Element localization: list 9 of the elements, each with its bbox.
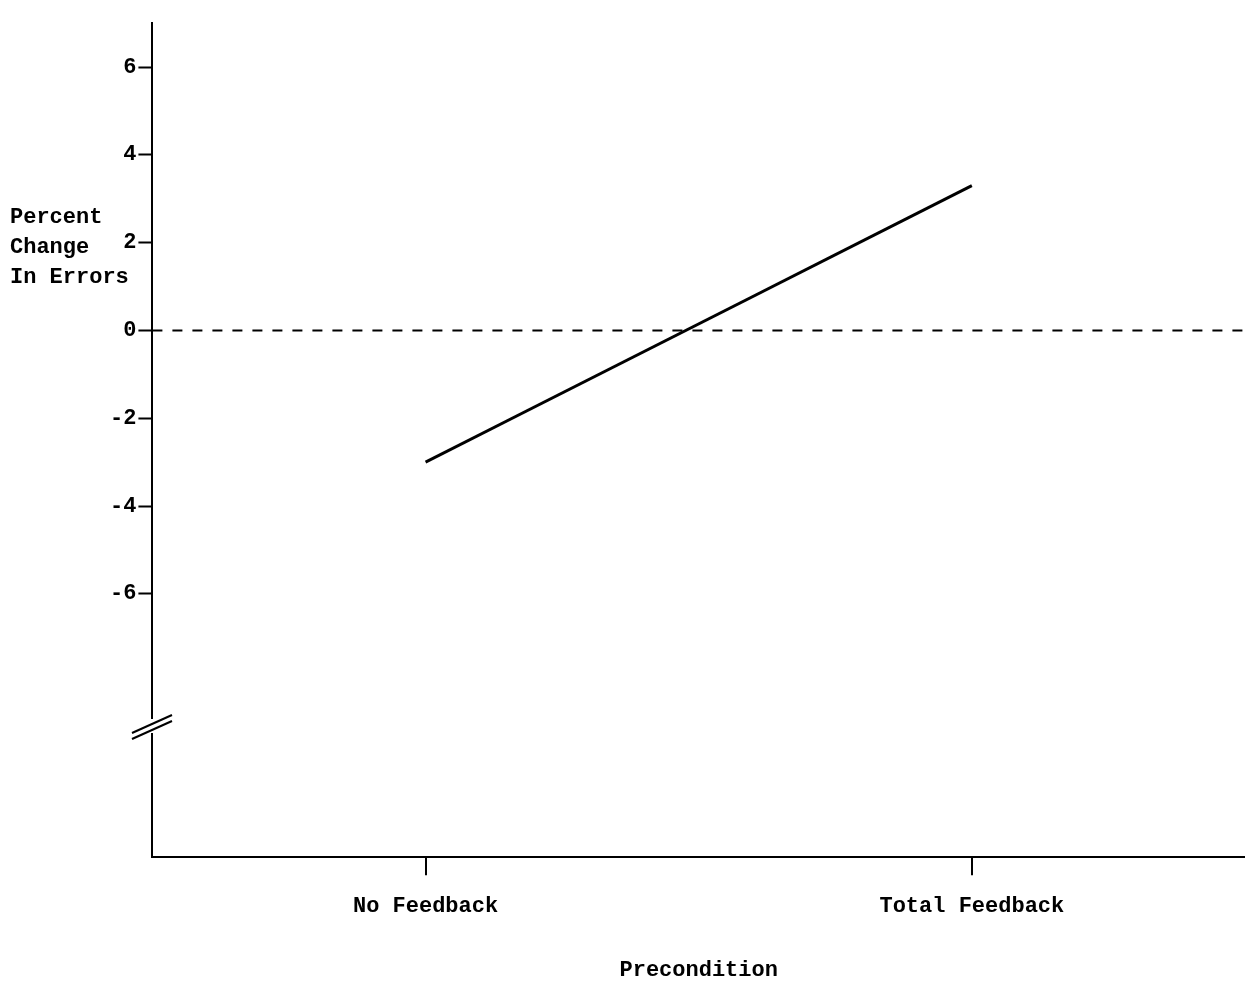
y-tick-label: 0 bbox=[123, 318, 137, 344]
x-axis-title: Precondition bbox=[619, 958, 778, 984]
x-tick-label: No Feedback bbox=[352, 893, 499, 919]
y-tick-label: 6 bbox=[123, 54, 137, 80]
y-tick-label: -6 bbox=[110, 581, 137, 607]
y-tick-label: -4 bbox=[110, 493, 137, 519]
y-tick-label: -2 bbox=[110, 405, 137, 431]
y-tick-label: 4 bbox=[123, 142, 137, 168]
x-tick-label: Total Feedback bbox=[879, 893, 1065, 919]
